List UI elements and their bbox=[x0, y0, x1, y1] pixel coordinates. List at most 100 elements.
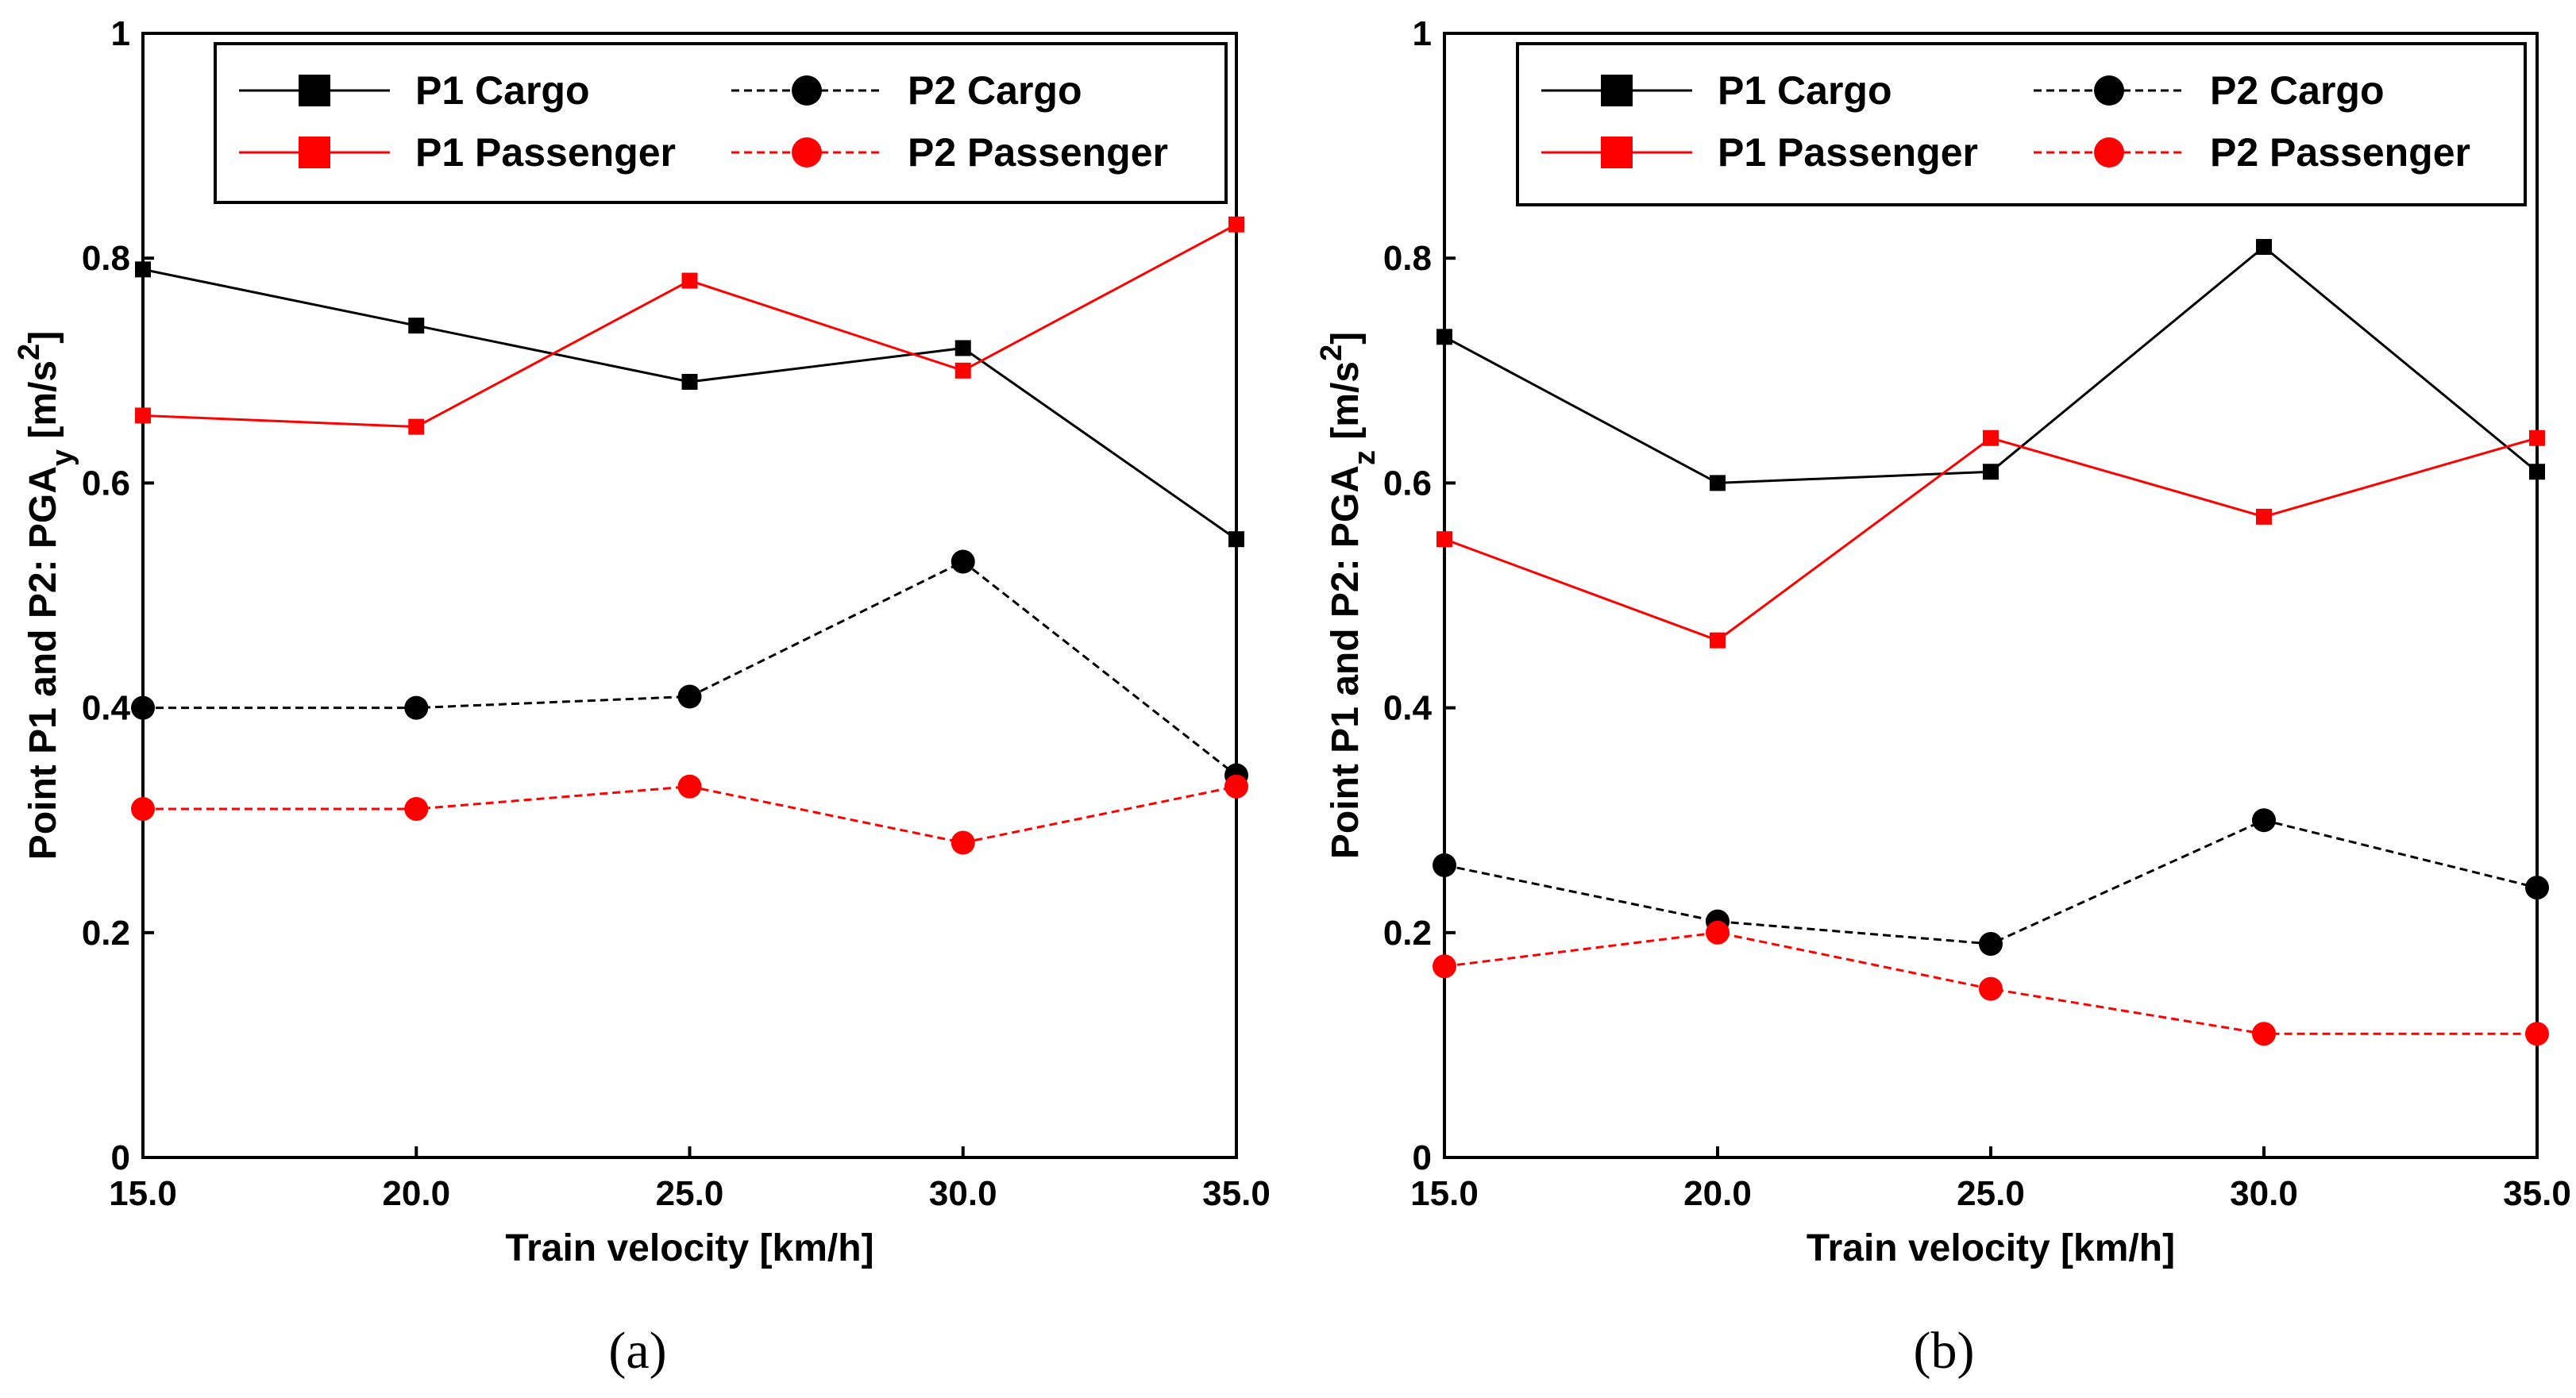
data-point bbox=[681, 373, 698, 390]
data-point bbox=[1710, 475, 1726, 491]
y-tick-label: 0.6 bbox=[1383, 464, 1432, 503]
legend-square-marker bbox=[1601, 137, 1633, 168]
y-tick-label: 0.8 bbox=[82, 239, 130, 278]
data-point bbox=[131, 695, 155, 720]
x-axis-label: Train velocity [km/h] bbox=[1807, 1227, 2175, 1269]
series-p2-passenger bbox=[131, 774, 1248, 855]
data-point bbox=[2529, 429, 2545, 446]
series-p1-passenger bbox=[135, 216, 1244, 435]
x-tick-label: 30.0 bbox=[929, 1174, 997, 1213]
x-tick-label: 35.0 bbox=[1202, 1174, 1271, 1213]
data-point bbox=[404, 797, 429, 822]
x-tick-label: 15.0 bbox=[1410, 1174, 1479, 1213]
legend-square-marker bbox=[1601, 75, 1633, 106]
data-point bbox=[131, 797, 155, 822]
legend-label: P2 Cargo bbox=[908, 68, 1082, 113]
x-tick-label: 25.0 bbox=[1957, 1174, 2025, 1213]
x-tick-label: 20.0 bbox=[1683, 1174, 1752, 1213]
data-point bbox=[1436, 329, 1452, 345]
y-tick-label: 0.6 bbox=[82, 464, 130, 503]
legend-square-marker bbox=[299, 75, 330, 106]
data-point bbox=[1228, 216, 1244, 233]
data-point bbox=[404, 695, 429, 720]
series-p1-cargo bbox=[1436, 239, 2545, 491]
series-line bbox=[143, 560, 1237, 776]
y-tick-label: 0 bbox=[1413, 1138, 1432, 1177]
data-point bbox=[408, 318, 425, 334]
legend-circle-marker bbox=[2094, 137, 2124, 168]
legend-label: P2 Passenger bbox=[908, 130, 1168, 175]
data-point bbox=[1433, 853, 1456, 877]
data-point bbox=[135, 261, 151, 278]
data-point bbox=[2252, 808, 2276, 833]
series-p1-cargo bbox=[135, 261, 1244, 548]
data-point bbox=[1710, 632, 1726, 649]
y-tick-label: 0.8 bbox=[1383, 239, 1432, 278]
legend-label: P2 Passenger bbox=[2210, 130, 2470, 175]
data-point bbox=[681, 272, 698, 289]
data-point bbox=[1706, 920, 1730, 945]
legend-square-marker bbox=[299, 137, 330, 168]
legend-circle-marker bbox=[2094, 75, 2124, 106]
data-point bbox=[1979, 931, 2003, 956]
y-tick-label: 0 bbox=[111, 1138, 130, 1177]
panel-caption: (b) bbox=[1914, 1322, 1975, 1380]
legend-label: P1 Cargo bbox=[1718, 68, 1892, 113]
series-p2-cargo bbox=[131, 549, 1248, 788]
legend-label: P2 Cargo bbox=[2210, 68, 2385, 113]
data-point bbox=[951, 549, 975, 574]
series-line bbox=[142, 223, 1237, 429]
data-point bbox=[1433, 954, 1456, 979]
y-tick-label: 0.2 bbox=[82, 914, 130, 953]
legend-box bbox=[1516, 42, 2527, 206]
data-point bbox=[954, 362, 971, 379]
data-point bbox=[2525, 1022, 2549, 1046]
y-tick-label: 0.4 bbox=[1383, 689, 1433, 728]
series-line bbox=[1444, 818, 2538, 945]
legend-label: P1 Passenger bbox=[415, 130, 676, 175]
x-tick-label: 25.0 bbox=[656, 1174, 724, 1213]
y-tick-label: 0.4 bbox=[82, 689, 131, 728]
data-point bbox=[2256, 239, 2272, 256]
series-line bbox=[142, 268, 1237, 541]
series-p1-passenger bbox=[1436, 429, 2545, 649]
legend-label: P1 Passenger bbox=[1718, 130, 1978, 175]
x-tick-label: 30.0 bbox=[2230, 1174, 2298, 1213]
y-tick-label: 1 bbox=[1413, 14, 1432, 53]
data-point bbox=[2256, 508, 2272, 525]
data-point bbox=[1983, 464, 1999, 480]
legend-label: P1 Cargo bbox=[415, 68, 590, 113]
panel-a: 0 0.2 0.4 0.6 0.8 1 15.0 20.0 25.0 30.0 35.0 Train … bbox=[13, 14, 1271, 1380]
legend: P1 Cargo P2 Cargo P1 Passenger P2 Passenger bbox=[214, 42, 1228, 204]
legend-box bbox=[214, 42, 1228, 204]
data-point bbox=[677, 684, 702, 709]
data-point bbox=[1228, 531, 1244, 548]
series-p2-passenger bbox=[1433, 920, 2549, 1046]
y-tick-label: 1 bbox=[111, 14, 130, 53]
x-tick-label: 35.0 bbox=[2503, 1174, 2571, 1213]
x-tick-label: 20.0 bbox=[382, 1174, 450, 1213]
data-point bbox=[2525, 876, 2549, 900]
y-tick-label: 0.2 bbox=[1383, 914, 1432, 953]
data-point bbox=[2252, 1022, 2276, 1046]
data-point bbox=[951, 830, 975, 855]
legend: P1 Cargo P2 Cargo P1 Passenger P2 Passenger bbox=[1516, 42, 2527, 206]
data-point bbox=[2529, 464, 2545, 480]
data-point bbox=[135, 407, 151, 424]
x-axis-label: Train velocity [km/h] bbox=[505, 1227, 873, 1269]
data-point bbox=[677, 774, 702, 799]
data-point bbox=[954, 340, 971, 356]
data-point bbox=[1979, 976, 2003, 1001]
data-point bbox=[1983, 429, 1999, 446]
data-point bbox=[1436, 531, 1452, 548]
data-point bbox=[408, 418, 425, 435]
legend-circle-marker bbox=[792, 137, 822, 168]
y-axis-label: Point P1 and P2: PGAz [m/s2] bbox=[1315, 332, 1382, 859]
data-point bbox=[1224, 774, 1248, 799]
panel-b: 0 0.2 0.4 0.6 0.8 1 15.0 20.0 25.0 30.0 35.0 Train … bbox=[1315, 14, 2571, 1380]
x-tick-label: 15.0 bbox=[109, 1174, 177, 1213]
series-line bbox=[1444, 245, 2538, 484]
series-p2-cargo bbox=[1433, 808, 2549, 956]
panel-caption: (a) bbox=[608, 1322, 666, 1380]
